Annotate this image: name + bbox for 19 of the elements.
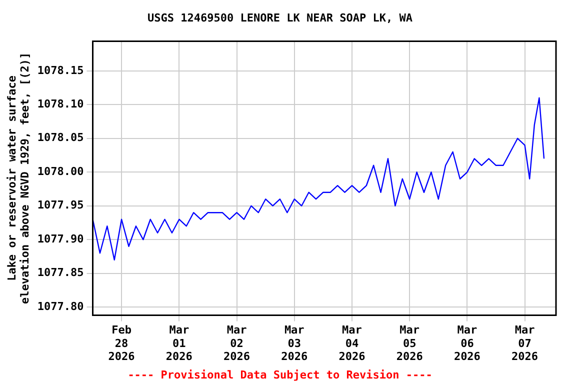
y-tick-label: 1078.05 — [37, 131, 84, 144]
text: ---- Provisional Data Subject to Revision ---- — [128, 368, 432, 382]
x-tick-label: Mar 05 2026 — [396, 324, 424, 364]
y-tick-label: 1078.00 — [37, 164, 84, 178]
y-tick-label: 1078.15 — [37, 64, 84, 77]
x-tick-label: Mar 04 2026 — [338, 324, 366, 364]
y-tick-label: 1077.80 — [37, 300, 84, 313]
y-tick-label: 1077.95 — [37, 198, 84, 212]
y-tick-label: 1077.85 — [37, 266, 84, 280]
x-tick-label: Mar 07 2026 — [512, 324, 538, 364]
x-tick-label: Mar 02 2026 — [224, 324, 250, 364]
x-tick-label: Feb 28 2026 — [108, 324, 136, 364]
x-tick-label: Mar 06 2026 — [454, 324, 481, 364]
x-tick-label: Mar 03 2026 — [281, 324, 308, 364]
y-tick-label: 1077.90 — [37, 232, 84, 246]
y-tick-label: 1078.10 — [37, 98, 84, 110]
chart-title: USGS 12469500 LENORE LK NEAR SOAP LK, WA — [148, 11, 413, 24]
y-axis-title: Lake or reservoir water surface elevation above NGVD 1929, feet, [(2)] — [5, 52, 32, 304]
x-tick-label: Mar 01 2026 — [166, 324, 193, 364]
